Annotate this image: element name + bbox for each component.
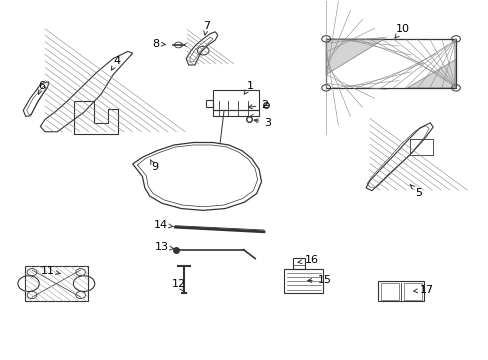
- Text: 12: 12: [171, 279, 185, 292]
- Text: 9: 9: [150, 160, 158, 172]
- Text: 17: 17: [413, 285, 433, 295]
- Text: 1: 1: [244, 81, 254, 94]
- Bar: [380, 283, 398, 300]
- Text: 11: 11: [41, 266, 60, 276]
- Bar: [292, 258, 305, 269]
- Text: 6: 6: [38, 81, 45, 94]
- Bar: [205, 100, 212, 107]
- Bar: [284, 269, 323, 293]
- Text: 14: 14: [154, 220, 173, 230]
- Bar: [377, 281, 424, 301]
- Bar: [212, 90, 259, 111]
- Text: 10: 10: [394, 24, 408, 38]
- Text: 15: 15: [307, 275, 331, 285]
- Text: 8: 8: [152, 39, 165, 49]
- Polygon shape: [407, 59, 455, 88]
- Bar: [212, 111, 259, 116]
- Text: 2: 2: [248, 100, 268, 110]
- Bar: [25, 266, 88, 301]
- Text: 16: 16: [297, 255, 318, 265]
- Text: 7: 7: [203, 21, 210, 35]
- Bar: [325, 39, 455, 88]
- Text: 13: 13: [155, 242, 174, 252]
- Bar: [403, 283, 421, 300]
- Text: 4: 4: [111, 56, 121, 70]
- Polygon shape: [325, 39, 384, 75]
- Text: 3: 3: [254, 118, 271, 128]
- Text: 5: 5: [409, 185, 421, 198]
